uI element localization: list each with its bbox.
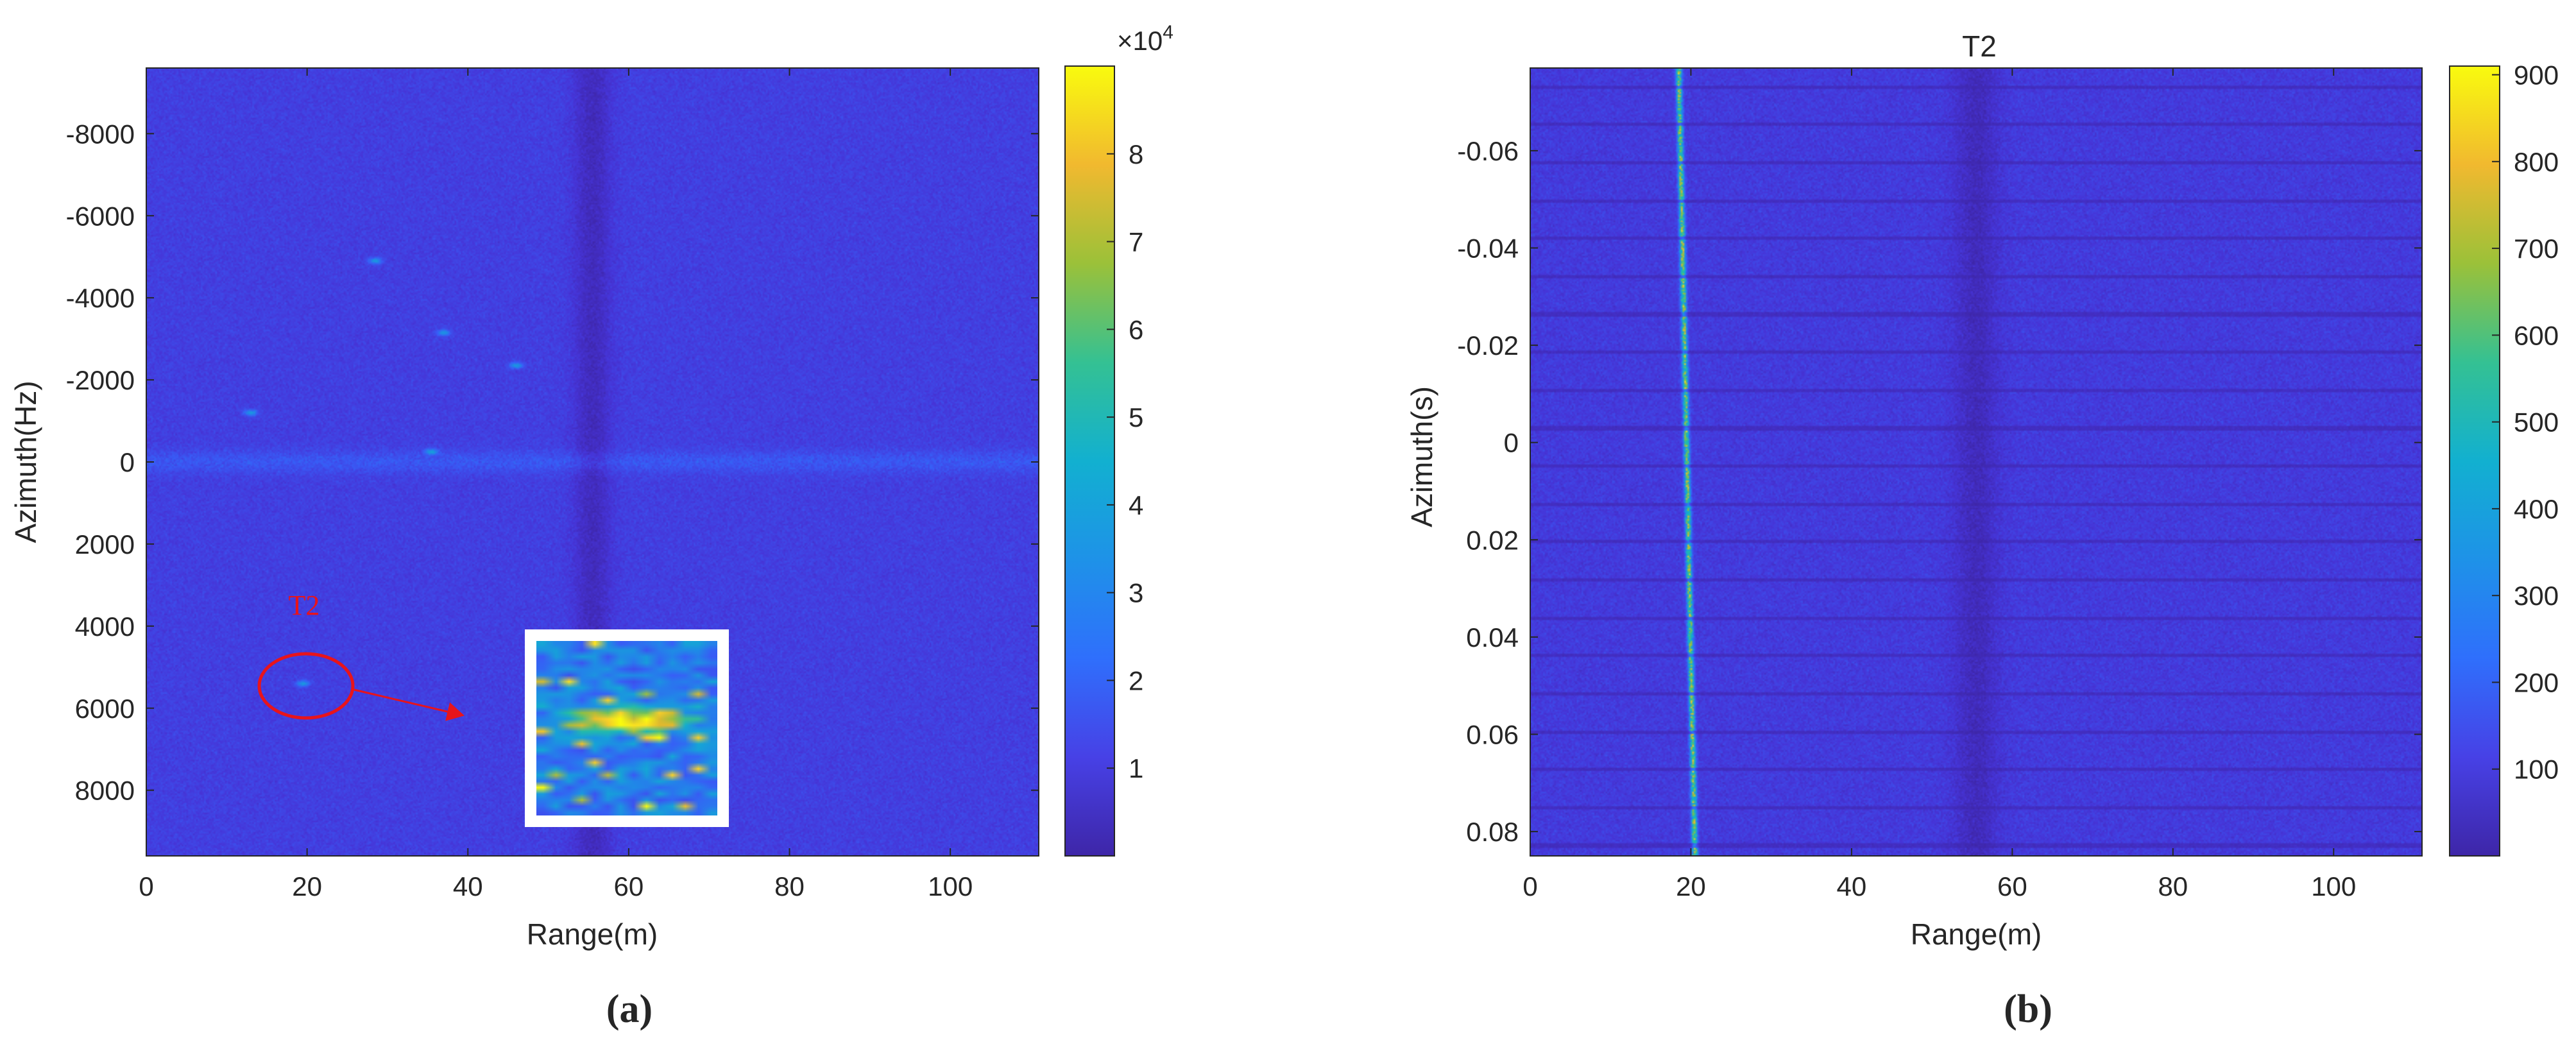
colorbar-tick-label: 800 (2514, 147, 2559, 177)
y-tick-label: 0 (1504, 428, 1519, 458)
colorbar-tick-label: 300 (2514, 581, 2559, 611)
colorbar-tick-label: 3 (1129, 578, 1143, 608)
t2-arrow (354, 688, 465, 721)
panel-a: 0 20 40 60 80 100 -8000 -6000 -4000 -2000 0 2000 400… (9, 22, 1173, 1031)
t2-annotation-label: T2 (289, 590, 320, 621)
panel-label-b: (b) (2004, 987, 2052, 1031)
colorbar-tick-label: 5 (1129, 402, 1143, 432)
y-tick-label: 2000 (75, 529, 135, 559)
y-tick-label: 8000 (75, 776, 135, 806)
colorbar-tick-label: 600 (2514, 320, 2559, 350)
y-tick-label: -8000 (66, 119, 135, 149)
colorbar-tick-label: 2 (1129, 665, 1143, 695)
y-tick-label: 0.08 (1466, 817, 1519, 847)
xlabel-a: Range(m) (527, 917, 658, 951)
axis-a: 0 20 40 60 80 100 -8000 -6000 -4000 -2000 0 2000 400… (66, 68, 1039, 901)
colorbar-b (2449, 65, 2500, 857)
panel-label-a: (a) (606, 987, 653, 1031)
x-tick-label: 40 (453, 871, 483, 901)
colorbar-tick-label: 500 (2514, 407, 2559, 438)
y-tick-label: 0.06 (1466, 719, 1519, 749)
y-tick-label: -0.04 (1457, 233, 1519, 263)
x-tick-label: 0 (139, 871, 153, 901)
heatmap-b-image (1530, 68, 2422, 856)
colorbar-tick-label: 1 (1129, 753, 1143, 783)
x-tick-label: 80 (2158, 871, 2188, 901)
x-tick-label: 0 (1523, 871, 1537, 901)
colorbar-a-ticks: 1 2 3 4 5 6 7 8 (1107, 139, 1143, 783)
colorbar-tick-label: 100 (2514, 755, 2559, 785)
x-tick-label: 100 (928, 871, 973, 901)
y-tick-label: 0.04 (1466, 622, 1519, 653)
x-tick-label: 80 (774, 871, 805, 901)
colorbar-a (1064, 65, 1115, 857)
y-tick-label: 0 (120, 447, 135, 477)
x-tick-label: 20 (1676, 871, 1706, 901)
colorbar-tick-label: 400 (2514, 494, 2559, 524)
x-tick-label: 60 (614, 871, 644, 901)
ylabel-b: Azimuth(s) (1405, 386, 1438, 527)
colorbar-tick-label: 4 (1129, 490, 1143, 520)
y-tick-label: -2000 (66, 365, 135, 395)
y-tick-label: -0.02 (1457, 330, 1519, 361)
y-tick-label: 6000 (75, 694, 135, 724)
colorbar-tick-label: 900 (2514, 60, 2559, 90)
axis-b: 0 20 40 60 80 100 -0.06 -0.04 -0.02 0 0.02 0.04 0.06… (1457, 68, 2422, 901)
x-tick-label: 60 (1997, 871, 2027, 901)
inset-zoom-image (536, 641, 717, 815)
colorbar-tick-label: 8 (1129, 139, 1143, 169)
xlabel-b: Range(m) (1911, 917, 2042, 951)
t2-highlight-ellipse (257, 652, 355, 720)
colorbar-tick-label: 6 (1129, 314, 1143, 345)
colorbar-tick-label: 200 (2514, 667, 2559, 697)
plot-frame-b (1530, 67, 2423, 857)
colorbar-tick-label: 700 (2514, 234, 2559, 264)
x-tick-label: 40 (1837, 871, 1867, 901)
colorbar-a-exponent: ×104 (1117, 22, 1173, 56)
y-tick-label: 4000 (75, 611, 135, 642)
y-tick-label: 0.02 (1466, 525, 1519, 555)
y-tick-label: -6000 (66, 201, 135, 231)
y-tick-label: -0.06 (1457, 136, 1519, 166)
title-b: T2 (1962, 30, 1997, 63)
ylabel-a: Azimuth(Hz) (9, 380, 42, 543)
x-tick-label: 20 (292, 871, 322, 901)
colorbar-tick-label: 7 (1129, 227, 1143, 257)
colorbar-b-ticks: 100 200 300 400 500 600 700 800 900 (2492, 60, 2559, 785)
panel-b: T2 0 20 40 60 80 100-0.06-0.04-0.0200.020.040… (1405, 30, 2559, 1031)
x-tick-label: 100 (2311, 871, 2356, 901)
y-tick-label: -4000 (66, 283, 135, 313)
